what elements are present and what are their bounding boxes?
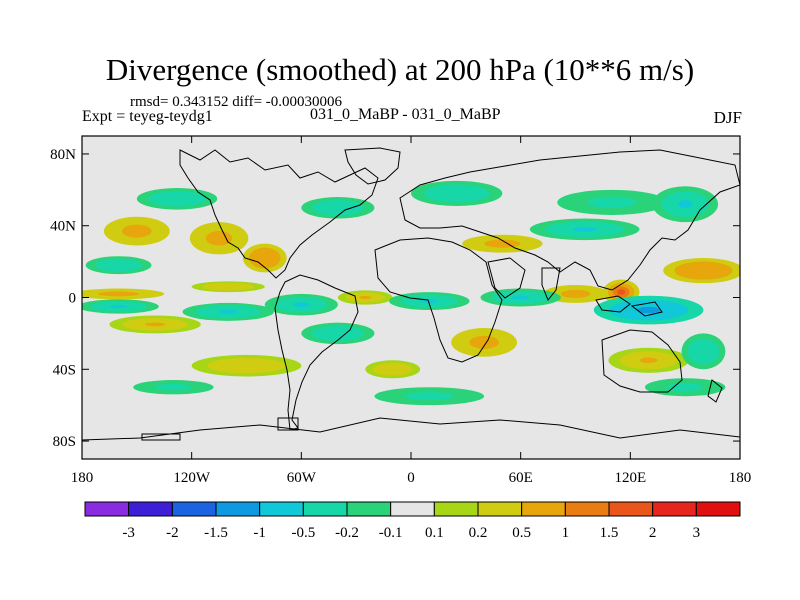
anomaly-contour	[476, 339, 492, 346]
anomaly-contour	[164, 385, 183, 389]
anomaly-contour	[234, 363, 259, 369]
anomaly-contour	[599, 199, 625, 206]
x-tick-label: 60W	[287, 470, 317, 486]
y-tick-label: 40N	[50, 219, 76, 235]
colorbar-swatch	[652, 501, 697, 517]
anomaly-contour	[676, 385, 695, 390]
colorbar: -3 -2 -1.5 -1 -0.5 -0.2 -0.1 0.1 0.2 0.5 1 1.5 2 3	[84, 501, 741, 541]
x-tick-label: 120E	[614, 470, 646, 486]
range-label: 031_0_MaBP - 031_0_MaBP	[310, 106, 501, 123]
anomaly-contour	[111, 263, 126, 268]
colorbar-swatch	[521, 501, 566, 517]
chart-title: Divergence (smoothed) at 200 hPa (10**6 …	[105, 52, 695, 87]
colorbar-label: 0.1	[425, 525, 444, 541]
stats-label: rmsd= 0.343152 diff= -0.00030006	[130, 94, 343, 110]
anomaly-contour	[568, 291, 583, 296]
colorbar-swatch	[128, 501, 173, 517]
anomaly-contour	[329, 205, 346, 211]
colorbar-label: 3	[693, 525, 701, 541]
colorbar-swatch	[608, 501, 654, 517]
anomaly-contour	[218, 309, 239, 314]
anomaly-contour	[572, 226, 597, 232]
colorbar-swatch	[346, 501, 392, 517]
colorbar-swatch	[302, 501, 348, 517]
colorbar-label: -3	[122, 525, 135, 541]
y-tick-label: 80N	[50, 147, 76, 163]
anomaly-contour	[698, 347, 709, 356]
x-tick-label: 60E	[509, 470, 533, 486]
colorbar-swatch	[215, 501, 261, 517]
anomaly-contour	[168, 196, 186, 202]
anomaly-contour	[108, 292, 129, 296]
anomaly-contour	[212, 234, 226, 242]
x-tick-label: 180	[729, 470, 752, 486]
anomaly-contour	[694, 267, 713, 274]
coastlines	[82, 147, 740, 441]
colorbar-swatch	[695, 501, 741, 517]
experiment-label: Expt = teyeg-teydg1	[82, 108, 213, 125]
colorbar-swatch	[390, 501, 435, 517]
colorbar-label: -0.5	[291, 525, 315, 541]
anomaly-contour	[293, 302, 310, 308]
colorbar-label: 0.2	[469, 525, 488, 541]
anomaly-contour	[617, 289, 626, 295]
anomaly-contour	[359, 295, 372, 300]
anomaly-contour	[417, 394, 442, 399]
colorbar-swatch	[259, 501, 304, 517]
colorbar-label: -2	[166, 525, 179, 541]
colorbar-label: 2	[649, 525, 657, 541]
anomaly-contour	[636, 306, 661, 314]
colorbar-label: -1	[253, 525, 266, 541]
y-tick-label: 40S	[53, 362, 76, 378]
anomaly-contour	[446, 190, 467, 197]
colorbar-label: 1	[562, 525, 570, 541]
colorbar-swatch	[564, 501, 610, 517]
x-tick-label: 0	[407, 470, 415, 486]
anomaly-contour	[145, 322, 166, 327]
x-tick-label: 180	[71, 470, 94, 486]
colorbar-label: -0.1	[379, 525, 403, 541]
anomaly-contour	[386, 367, 399, 372]
colorbar-swatch	[433, 501, 479, 517]
colorbar-label: -0.2	[335, 525, 359, 541]
colorbar-label: 1.5	[600, 525, 619, 541]
colorbar-label: 0.5	[512, 525, 531, 541]
y-tick-label: 80S	[53, 434, 76, 450]
season-label: DJF	[713, 108, 742, 127]
colorbar-swatch	[477, 501, 523, 517]
colorbar-label: -1.5	[204, 525, 228, 541]
colorbar-swatch	[171, 501, 217, 517]
colorbar-swatch	[84, 501, 130, 517]
anomaly-contour	[109, 304, 128, 309]
anomaly-contour	[677, 200, 693, 209]
anomaly-contour	[329, 331, 346, 336]
axis-ticks: 180 120W 60W 0 60E 120E 180 80N 40N 0 40S 80S	[50, 136, 751, 486]
anomaly-contour	[220, 285, 237, 288]
anomaly-contour	[259, 254, 270, 262]
y-tick-label: 0	[69, 291, 77, 307]
anomaly-contour	[639, 357, 658, 364]
x-tick-label: 120W	[173, 470, 211, 486]
anomaly-contour	[129, 227, 145, 235]
anomaly-contour	[511, 295, 530, 300]
